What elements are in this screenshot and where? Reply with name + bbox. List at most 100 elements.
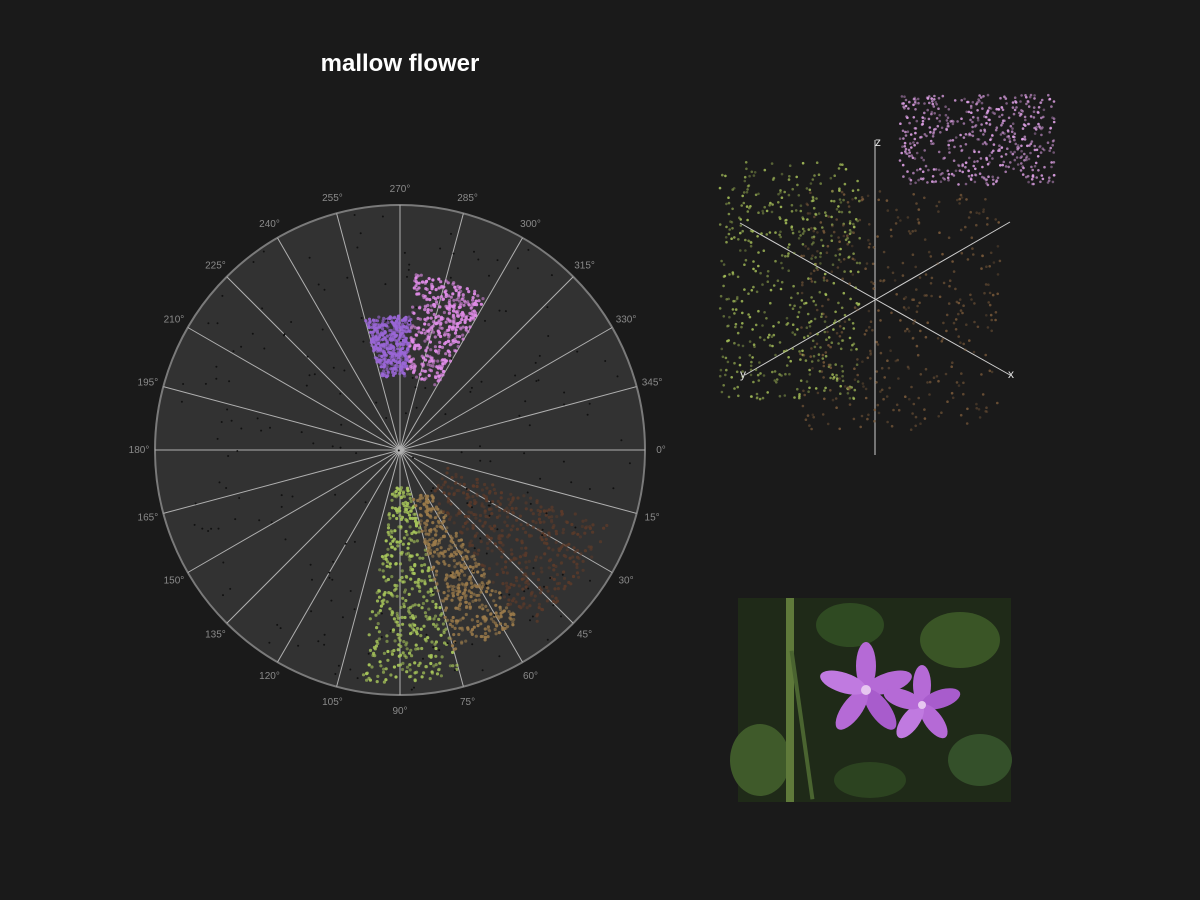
scatter-3d-point — [985, 112, 988, 115]
polar-point — [439, 486, 444, 490]
scatter-3d-point — [727, 232, 731, 236]
polar-point — [458, 530, 463, 534]
polar-point — [498, 502, 502, 507]
scatter-3d-point — [1039, 101, 1042, 104]
polar-point — [467, 290, 471, 294]
scatter-3d-point — [956, 198, 959, 202]
polar-point — [452, 298, 456, 302]
polar-point — [458, 589, 462, 593]
scatter-3d-point — [820, 370, 824, 373]
scatter-3d-point — [855, 363, 859, 367]
polar-point — [418, 499, 422, 503]
flower-1 — [820, 642, 912, 730]
polar-point — [469, 578, 473, 582]
scatter-3d-point — [975, 223, 978, 227]
polar-point — [423, 525, 427, 530]
polar-point — [426, 494, 430, 498]
scatter-3d-point — [852, 231, 855, 234]
angle-tick-label: 180° — [129, 445, 150, 456]
polar-point — [418, 306, 422, 310]
polar-point — [441, 297, 445, 302]
polar-point — [561, 573, 564, 576]
scatter-3d-point — [960, 251, 964, 255]
scatter-3d-point — [943, 178, 946, 181]
polar-point — [531, 615, 534, 618]
polar-point — [500, 593, 503, 596]
polar-point — [604, 360, 607, 362]
scatter-3d-point — [927, 117, 931, 121]
polar-point — [415, 632, 419, 636]
polar-point — [546, 638, 549, 641]
scatter-3d-point — [1017, 111, 1021, 115]
polar-point — [426, 363, 430, 367]
polar-point — [400, 615, 404, 620]
scatter-3d-point — [839, 163, 842, 166]
scatter-3d-point — [969, 106, 973, 110]
scatter-3d-point — [830, 215, 833, 219]
polar-point — [489, 501, 492, 504]
scatter-3d-point — [929, 282, 933, 285]
scatter-3d-point — [797, 310, 801, 314]
scatter-3d-point — [868, 242, 872, 246]
polar-point — [469, 390, 472, 393]
polar-point — [457, 561, 462, 565]
scatter-3d-point — [991, 134, 994, 137]
scatter-3d-point — [835, 331, 839, 335]
polar-point — [535, 612, 540, 617]
scatter-3d-point — [928, 101, 931, 105]
polar-point — [451, 587, 455, 592]
polar-point — [438, 374, 442, 378]
scatter-3d-point — [1034, 161, 1038, 165]
scatter-3d-point — [842, 193, 846, 196]
polar-point — [502, 595, 506, 599]
scatter-3d-point — [1020, 94, 1023, 97]
scatter-3d-point — [726, 360, 730, 364]
polar-point — [226, 408, 229, 411]
polar-point — [486, 625, 490, 629]
polar-point — [396, 493, 400, 497]
scatter-3d-point — [869, 353, 872, 356]
scatter-3d-point — [991, 293, 995, 297]
polar-point — [311, 578, 313, 581]
scatter-3d-point — [757, 251, 760, 254]
scatter-3d-point — [844, 167, 848, 171]
leaf-shapes — [730, 598, 1012, 802]
polar-point — [456, 284, 460, 288]
polar-point — [407, 315, 411, 319]
polar-point — [447, 308, 452, 312]
scatter-3d-point — [790, 203, 794, 207]
scatter-3d-point — [917, 101, 920, 105]
scatter-3d-point — [838, 325, 842, 328]
polar-point — [404, 574, 408, 579]
polar-point — [387, 513, 391, 517]
scatter-3d-point — [744, 238, 747, 242]
polar-point — [512, 612, 516, 617]
polar-point — [426, 303, 430, 307]
scatter-3d-point — [813, 226, 816, 230]
polar-point — [436, 589, 440, 593]
scatter-3d-point — [895, 208, 898, 212]
scatter-3d-point — [746, 184, 750, 188]
polar-point — [414, 647, 418, 651]
polar-point — [386, 321, 390, 325]
scatter-3d-point — [793, 304, 796, 308]
scatter-3d-point — [985, 121, 988, 125]
polar-point — [405, 492, 410, 496]
scatter-3d-point — [997, 221, 1000, 224]
scatter-3d-point — [740, 204, 743, 207]
scatter-3d-point — [923, 133, 927, 136]
polar-point — [413, 580, 417, 584]
polar-point — [419, 273, 423, 277]
angle-tick-label: 165° — [138, 513, 159, 524]
scatter-3d-point — [801, 243, 805, 246]
polar-point — [375, 337, 379, 341]
scatter-3d-point — [852, 252, 855, 255]
spoke — [226, 276, 401, 451]
scatter-3d-point — [988, 369, 992, 373]
polar-point — [472, 592, 476, 596]
scatter-3d-point — [835, 377, 839, 380]
polar-point — [372, 326, 376, 330]
polar-point — [511, 511, 516, 515]
scatter-3d-point — [999, 133, 1003, 136]
scatter-3d-point — [871, 262, 875, 266]
